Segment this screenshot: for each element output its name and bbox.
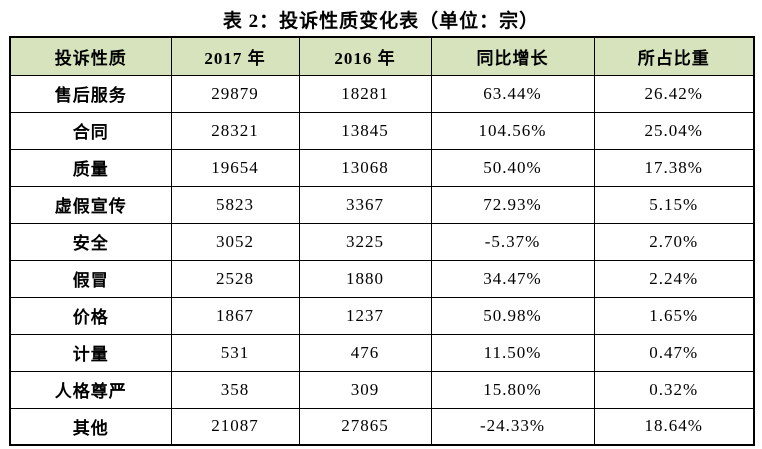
cell-2016: 13068	[298, 148, 432, 187]
cell-share: 26.42%	[593, 74, 755, 113]
complaint-nature-table: 投诉性质 2017 年 2016 年 同比增长 所占比重 售后服务 29879 …	[9, 36, 755, 446]
row-label: 合同	[9, 111, 172, 150]
cell-yoy: 34.47%	[430, 259, 595, 298]
cell-share: 25.04%	[593, 111, 755, 150]
cell-2017: 1867	[170, 296, 300, 335]
cell-yoy: 72.93%	[430, 185, 595, 224]
table-row: 售后服务 29879 18281 63.44% 26.42%	[9, 74, 755, 113]
cell-yoy: -24.33%	[430, 407, 595, 446]
cell-2016: 309	[298, 370, 432, 409]
row-label: 售后服务	[9, 74, 172, 113]
cell-yoy: -5.37%	[430, 222, 595, 261]
cell-share: 1.65%	[593, 296, 755, 335]
cell-2017: 5823	[170, 185, 300, 224]
cell-2017: 29879	[170, 74, 300, 113]
cell-2016: 27865	[298, 407, 432, 446]
row-label: 计量	[9, 333, 172, 372]
col-header-2017: 2017 年	[170, 36, 300, 76]
cell-2016: 13845	[298, 111, 432, 150]
cell-2017: 531	[170, 333, 300, 372]
table-row: 其他 21087 27865 -24.33% 18.64%	[9, 407, 755, 446]
cell-share: 5.15%	[593, 185, 755, 224]
cell-share: 2.70%	[593, 222, 755, 261]
cell-2016: 1237	[298, 296, 432, 335]
cell-2016: 1880	[298, 259, 432, 298]
table-row: 合同 28321 13845 104.56% 25.04%	[9, 111, 755, 150]
row-label: 价格	[9, 296, 172, 335]
cell-yoy: 50.40%	[430, 148, 595, 187]
col-header-yoy-growth: 同比增长	[430, 36, 595, 76]
table-row: 虚假宣传 5823 3367 72.93% 5.15%	[9, 185, 755, 224]
table-header-row: 投诉性质 2017 年 2016 年 同比增长 所占比重	[9, 36, 755, 76]
table-title: 表 2：投诉性质变化表（单位：宗）	[222, 11, 540, 32]
cell-yoy: 50.98%	[430, 296, 595, 335]
cell-2017: 28321	[170, 111, 300, 150]
row-label: 虚假宣传	[9, 185, 172, 224]
table-row: 计量 531 476 11.50% 0.47%	[9, 333, 755, 372]
cell-share: 0.47%	[593, 333, 755, 372]
row-label: 安全	[9, 222, 172, 261]
cell-yoy: 15.80%	[430, 370, 595, 409]
cell-2017: 358	[170, 370, 300, 409]
cell-2016: 3225	[298, 222, 432, 261]
col-header-2016: 2016 年	[298, 36, 432, 76]
cell-2017: 3052	[170, 222, 300, 261]
table-row: 价格 1867 1237 50.98% 1.65%	[9, 296, 755, 335]
table-row: 质量 19654 13068 50.40% 17.38%	[9, 148, 755, 187]
cell-yoy: 11.50%	[430, 333, 595, 372]
col-header-share: 所占比重	[593, 36, 755, 76]
row-label: 其他	[9, 407, 172, 446]
row-label: 人格尊严	[9, 370, 172, 409]
cell-2017: 19654	[170, 148, 300, 187]
cell-share: 2.24%	[593, 259, 755, 298]
cell-2017: 2528	[170, 259, 300, 298]
cell-share: 17.38%	[593, 148, 755, 187]
cell-2016: 476	[298, 333, 432, 372]
table-row: 人格尊严 358 309 15.80% 0.32%	[9, 370, 755, 409]
col-header-complaint-nature: 投诉性质	[9, 36, 172, 76]
cell-share: 0.32%	[593, 370, 755, 409]
cell-2016: 3367	[298, 185, 432, 224]
cell-2016: 18281	[298, 74, 432, 113]
row-label: 假冒	[9, 259, 172, 298]
cell-share: 18.64%	[593, 407, 755, 446]
cell-yoy: 63.44%	[430, 74, 595, 113]
cell-yoy: 104.56%	[430, 111, 595, 150]
table-row: 假冒 2528 1880 34.47% 2.24%	[9, 259, 755, 298]
cell-2017: 21087	[170, 407, 300, 446]
table-row: 安全 3052 3225 -5.37% 2.70%	[9, 222, 755, 261]
row-label: 质量	[9, 148, 172, 187]
